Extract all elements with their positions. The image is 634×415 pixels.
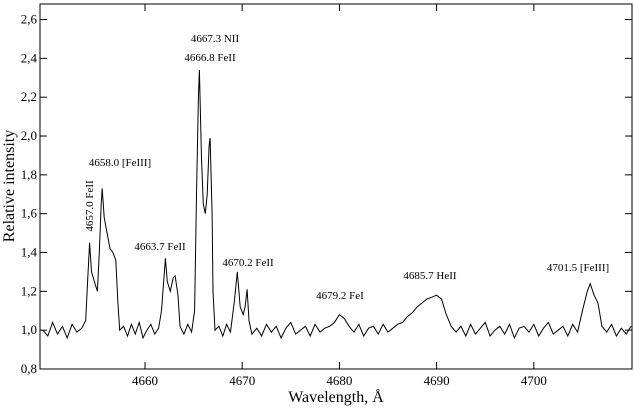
- y-tick-label: 1,0: [21, 322, 37, 337]
- annotation: 4667.3 NII: [191, 33, 240, 45]
- annotation: 4670.2 FeII: [222, 257, 274, 269]
- y-tick-label: 2,2: [21, 89, 37, 104]
- y-tick-label: 1,6: [21, 206, 38, 221]
- y-tick-label: 0,8: [21, 361, 37, 376]
- y-tick-label: 2,0: [21, 128, 37, 143]
- x-tick-label: 4660: [132, 373, 158, 388]
- annotation: 4685.7 HeII: [403, 270, 456, 282]
- annotation: 4657.0 FeII: [84, 180, 96, 232]
- annotation: 4658.0 [FeIII]: [89, 157, 151, 169]
- plot-frame: [39, 3, 633, 370]
- annotation: 4679.2 FeI: [316, 290, 364, 302]
- y-tick-label: 2,6: [21, 12, 38, 27]
- x-tick-label: 4690: [424, 373, 450, 388]
- annotation: 4666.8 FeII: [184, 52, 236, 64]
- annotation: 4663.7 FeII: [134, 241, 186, 253]
- spectrum-line: [42, 69, 632, 340]
- y-tick-label: 2,4: [21, 50, 38, 65]
- y-tick-label: 1,8: [21, 167, 37, 182]
- x-tick-label: 4670: [229, 373, 255, 388]
- y-axis-label: Relative intensity: [1, 130, 18, 242]
- annotation: 4701.5 [FeIII]: [547, 262, 609, 274]
- y-tick-label: 1,4: [21, 245, 38, 260]
- y-tick-label: 1,2: [21, 283, 37, 298]
- x-tick-label: 4700: [521, 373, 547, 388]
- x-tick-label: 4680: [326, 373, 352, 388]
- x-axis-label: Wavelength, Å: [288, 388, 384, 406]
